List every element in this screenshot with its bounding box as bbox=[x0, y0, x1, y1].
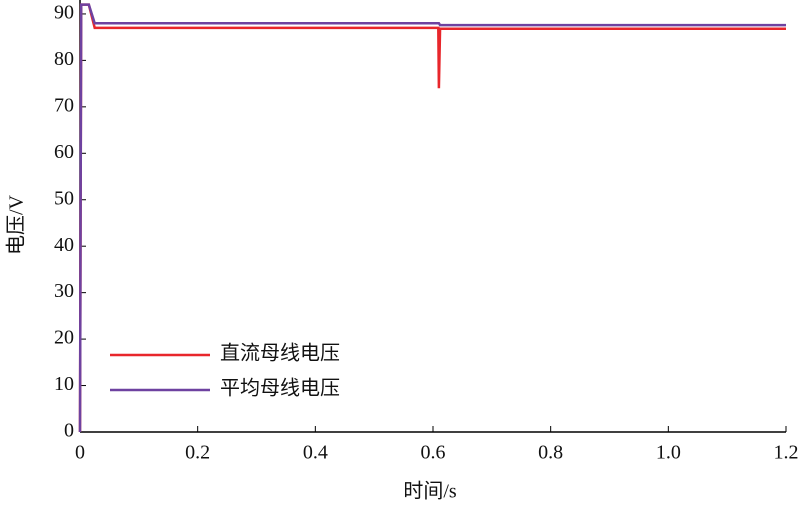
x-tick-label: 0.6 bbox=[421, 442, 446, 464]
y-tick-label: 80 bbox=[54, 48, 74, 70]
y-tick-label: 0 bbox=[64, 420, 74, 442]
x-tick-label: 0.4 bbox=[303, 442, 328, 464]
y-axis-label: 电压/V bbox=[5, 194, 28, 255]
x-tick-label: 1.0 bbox=[656, 442, 681, 464]
y-tick-label: 70 bbox=[54, 94, 74, 116]
y-tick-label: 30 bbox=[54, 280, 74, 302]
y-tick-label: 10 bbox=[54, 373, 74, 395]
x-tick-label: 0.8 bbox=[538, 442, 563, 464]
legend-label: 平均母线电压 bbox=[220, 377, 340, 400]
line-series bbox=[78, 3, 786, 433]
legend-label: 直流母线电压 bbox=[220, 342, 340, 365]
x-tick-label: 0 bbox=[75, 442, 85, 464]
x-tick-label: 0.2 bbox=[185, 442, 210, 464]
line-series bbox=[78, 3, 786, 433]
y-tick-label: 60 bbox=[54, 141, 74, 163]
y-tick-label: 50 bbox=[54, 187, 74, 209]
x-tick-label: 1.2 bbox=[774, 442, 799, 464]
y-tick-label: 40 bbox=[54, 234, 74, 256]
y-tick-label: 90 bbox=[54, 2, 74, 24]
x-axis-label: 时间/s bbox=[403, 480, 457, 503]
y-tick-label: 20 bbox=[54, 327, 74, 349]
